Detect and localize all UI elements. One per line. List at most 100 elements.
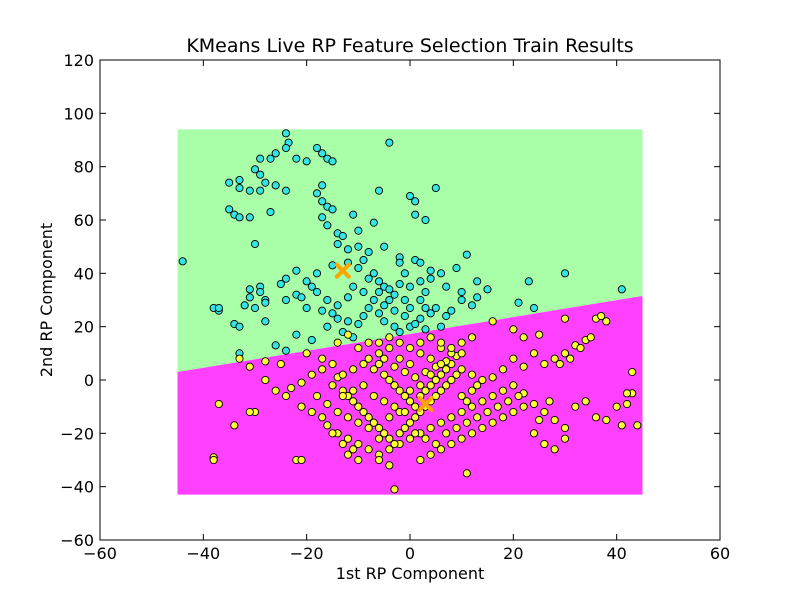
data-point-series-1 — [374, 423, 384, 433]
data-point-series-1 — [488, 317, 497, 326]
data-point-series-0 — [312, 287, 322, 297]
data-point-series-0 — [328, 309, 337, 318]
data-point-series-1 — [488, 373, 497, 382]
data-point-series-0 — [307, 335, 316, 345]
data-point-series-0 — [442, 282, 451, 291]
data-point-series-0 — [178, 257, 187, 266]
data-point-series-0 — [421, 215, 430, 225]
data-point-series-1 — [230, 421, 239, 430]
data-point-series-1 — [323, 421, 332, 430]
data-point-series-0 — [426, 266, 435, 275]
data-point-series-1 — [560, 349, 570, 358]
data-point-series-0 — [312, 189, 322, 198]
data-point-series-0 — [333, 301, 342, 310]
data-point-series-1 — [426, 354, 435, 363]
data-point-series-1 — [421, 434, 430, 443]
data-point-series-1 — [245, 362, 254, 371]
data-point-series-0 — [338, 231, 347, 241]
data-point-series-1 — [338, 370, 347, 379]
data-point-series-1 — [369, 391, 378, 401]
data-point-series-0 — [473, 293, 482, 302]
data-point-series-0 — [354, 263, 363, 273]
data-point-series-0 — [390, 306, 399, 315]
data-point-series-1 — [338, 439, 347, 449]
data-point-series-0 — [436, 322, 446, 331]
data-point-series-1 — [390, 439, 399, 449]
data-point-series-0 — [235, 175, 244, 185]
data-point-series-1 — [385, 333, 394, 342]
data-point-series-0 — [333, 314, 342, 323]
data-point-series-0 — [281, 295, 291, 305]
data-point-series-1 — [478, 375, 487, 385]
data-point-series-1 — [591, 413, 601, 422]
data-point-series-1 — [338, 391, 347, 401]
data-point-series-1 — [442, 381, 451, 390]
data-point-series-0 — [281, 346, 291, 355]
data-point-series-0 — [302, 277, 311, 286]
data-point-series-0 — [256, 287, 265, 297]
data-point-series-1 — [519, 362, 528, 371]
centroid-marker — [417, 396, 434, 412]
data-point-series-1 — [529, 429, 539, 438]
data-point-series-1 — [405, 359, 415, 369]
data-point-series-1 — [540, 407, 549, 417]
data-point-series-1 — [617, 421, 626, 430]
data-point-series-1 — [529, 399, 539, 409]
data-point-series-0 — [431, 303, 440, 313]
data-point-series-1 — [214, 399, 223, 409]
data-point-series-0 — [354, 319, 363, 329]
y-tick-label: 40 — [74, 264, 94, 283]
data-point-series-0 — [343, 245, 353, 254]
data-point-series-0 — [354, 226, 363, 235]
data-point-series-1 — [380, 354, 389, 363]
data-point-series-1 — [349, 445, 358, 454]
data-point-series-1 — [333, 338, 342, 347]
data-points — [178, 129, 642, 494]
data-point-series-1 — [349, 365, 358, 374]
data-point-series-0 — [374, 309, 384, 318]
data-point-series-1 — [467, 370, 477, 379]
data-point-series-0 — [426, 274, 435, 283]
data-point-series-1 — [550, 354, 559, 363]
data-point-series-1 — [385, 413, 394, 422]
data-point-series-1 — [287, 383, 296, 393]
data-point-series-1 — [478, 423, 487, 433]
data-point-series-0 — [271, 181, 280, 190]
data-point-series-0 — [261, 178, 270, 187]
data-point-series-0 — [380, 317, 389, 326]
data-point-series-1 — [374, 434, 384, 443]
axis-ticks: −60 −40 −20 0 20 40 60 −60 −40 −20 0 20 40 60 80 100 120 — [60, 51, 730, 563]
y-tick-label: 60 — [74, 211, 94, 230]
data-point-series-0 — [328, 205, 337, 214]
data-point-series-1 — [374, 349, 384, 358]
data-point-series-1 — [457, 338, 466, 347]
data-point-series-0 — [292, 154, 301, 163]
data-point-series-0 — [318, 213, 327, 222]
data-point-series-1 — [276, 359, 285, 369]
data-point-series-0 — [318, 306, 327, 315]
data-point-series-1 — [405, 397, 415, 406]
data-point-series-1 — [343, 434, 353, 443]
data-point-series-1 — [328, 429, 337, 438]
data-point-series-0 — [405, 282, 415, 291]
data-point-series-1 — [359, 381, 368, 390]
data-point-series-0 — [364, 303, 373, 313]
data-point-series-1 — [622, 399, 632, 409]
data-point-series-1 — [235, 354, 244, 363]
data-point-series-1 — [364, 338, 373, 347]
x-tick-label: 40 — [606, 544, 626, 563]
data-point-series-0 — [312, 143, 322, 153]
decision-regions — [177, 129, 643, 495]
region-cluster-1 — [177, 296, 643, 495]
data-point-series-1 — [457, 407, 466, 417]
data-point-series-1 — [436, 386, 446, 395]
data-point-series-1 — [442, 429, 451, 438]
data-point-series-1 — [405, 343, 415, 353]
x-tick-label: −40 — [186, 544, 220, 563]
data-point-series-1 — [328, 359, 337, 369]
data-point-series-1 — [498, 386, 508, 395]
data-point-series-0 — [359, 287, 368, 297]
data-point-series-1 — [395, 338, 404, 347]
data-point-series-1 — [281, 391, 291, 401]
data-point-series-1 — [426, 370, 435, 379]
